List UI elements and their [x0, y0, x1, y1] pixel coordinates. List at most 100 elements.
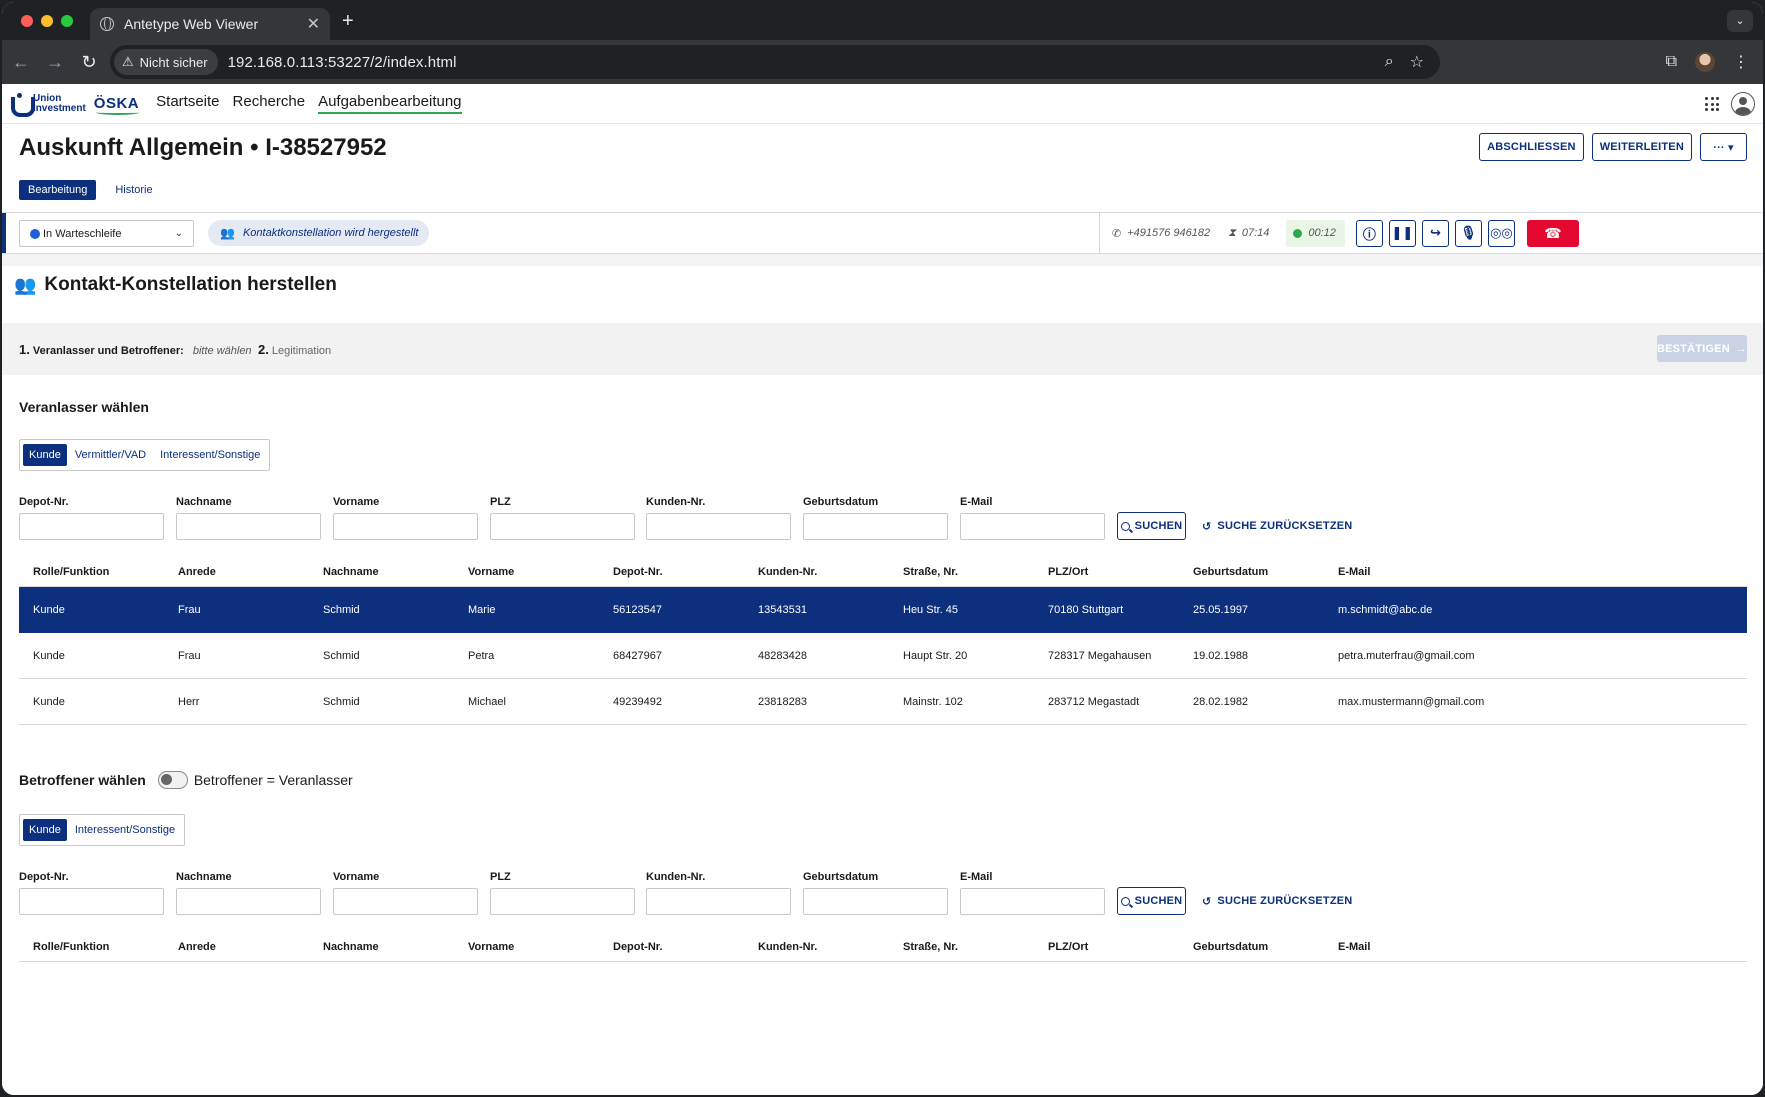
column-header[interactable]: PLZ/Ort — [1048, 940, 1089, 953]
nav-startseite[interactable]: Startseite — [156, 93, 220, 110]
apps-grid-icon[interactable] — [1705, 97, 1719, 111]
column-header[interactable]: Kunden-Nr. — [758, 940, 818, 953]
table-cell: m.schmidt@abc.de — [1338, 603, 1433, 616]
filter-label: Vorname — [333, 496, 380, 508]
plz-input[interactable] — [490, 888, 635, 915]
veranlasser-type-selector: Kunde Vermittler/VAD Interessent/Sonstig… — [19, 439, 271, 471]
forward-icon[interactable]: → — [46, 51, 64, 72]
browser-tab[interactable]: Antetype Web Viewer ✕ — [90, 8, 330, 40]
extensions-icon[interactable]: ⧉ — [1665, 53, 1677, 70]
filter-label: Geburtsdatum — [803, 496, 879, 508]
hold-button[interactable]: ❚❚ — [1388, 219, 1416, 247]
column-header[interactable]: Kunden-Nr. — [758, 565, 818, 578]
reload-icon[interactable]: ↻ — [81, 51, 97, 72]
voicemail-button[interactable]: ◎◎ — [1487, 219, 1515, 247]
filter-vorname: Vorname — [333, 871, 478, 915]
email-input[interactable] — [960, 513, 1105, 540]
nav-aufgabenbearbeitung[interactable]: Aufgabenbearbeitung — [318, 93, 462, 114]
column-header[interactable]: Rolle/Funktion — [33, 940, 110, 953]
column-header[interactable]: Straße, Nr. — [903, 940, 959, 953]
back-icon[interactable]: ← — [12, 51, 30, 72]
vorname-input[interactable] — [333, 513, 478, 540]
veranlasser-seg-interessent[interactable]: Interessent/Sonstige — [160, 449, 261, 461]
confirm-button[interactable]: BESTÄTIGEN → — [1657, 335, 1747, 362]
new-tab-button[interactable]: + — [342, 10, 354, 32]
plz-input[interactable] — [490, 513, 635, 540]
kunden-nr-input[interactable] — [646, 513, 791, 540]
tab-bearbeitung[interactable]: Bearbeitung — [19, 180, 97, 200]
column-header[interactable]: Depot-Nr. — [613, 565, 663, 578]
veranlasser-seg-kunde[interactable]: Kunde — [23, 444, 67, 466]
table-cell: Marie — [468, 603, 496, 616]
column-header[interactable]: Rolle/Funktion — [33, 565, 110, 578]
email-input[interactable] — [960, 888, 1105, 915]
column-header[interactable]: PLZ/Ort — [1048, 565, 1089, 578]
more-actions-button[interactable]: ··· ▾ — [1700, 133, 1747, 161]
oska-logo[interactable]: ÖSKA — [93, 95, 140, 115]
column-header[interactable]: Vorname — [468, 940, 515, 953]
depot-nr-input[interactable] — [19, 513, 164, 540]
browser-menu-icon[interactable]: ⋮ — [1733, 54, 1749, 71]
column-header[interactable]: Straße, Nr. — [903, 565, 959, 578]
union-investment-logo[interactable]: Union Investment — [10, 92, 86, 117]
tab-search-button[interactable]: ⌄ — [1727, 10, 1753, 32]
table-header: Rolle/Funktion Anrede Nachname Vorname D… — [19, 932, 1747, 962]
geburtsdatum-input[interactable] — [803, 513, 948, 540]
column-header[interactable]: Nachname — [323, 940, 379, 953]
search-button[interactable]: SUCHEN — [1117, 512, 1186, 540]
maximize-window-button[interactable] — [61, 15, 73, 27]
betroffener-seg-kunde[interactable]: Kunde — [23, 819, 67, 841]
column-header[interactable]: Geburtsdatum — [1193, 940, 1269, 953]
column-header[interactable]: Geburtsdatum — [1193, 565, 1269, 578]
profile-avatar[interactable] — [1695, 52, 1715, 72]
table-row[interactable]: Kunde Herr Schmid Michael 49239492 23818… — [19, 679, 1747, 725]
reset-search-button[interactable]: ↺ SUCHE ZURÜCKSETZEN — [1202, 512, 1352, 540]
transfer-button[interactable]: ↪ — [1421, 219, 1449, 247]
table-row[interactable]: Kunde Frau Schmid Petra 68427967 4828342… — [19, 633, 1747, 679]
column-header[interactable]: Anrede — [178, 565, 216, 578]
contact-status-label: Kontaktkonstellation wird hergestellt — [242, 227, 419, 239]
abschliessen-button[interactable]: ABSCHLIESSEN — [1479, 133, 1584, 161]
step-1-label: Veranlasser und Betroffener: — [32, 345, 184, 357]
step-1-number: 1. — [19, 342, 30, 357]
column-header[interactable]: E-Mail — [1338, 565, 1371, 578]
depot-nr-input[interactable] — [19, 888, 164, 915]
geburtsdatum-input[interactable] — [803, 888, 948, 915]
hangup-button[interactable]: ☎ — [1526, 219, 1579, 247]
search-button[interactable]: SUCHEN — [1117, 887, 1186, 915]
minimize-window-button[interactable] — [41, 15, 53, 27]
table-row[interactable]: Kunde Frau Schmid Marie 56123547 1354353… — [19, 587, 1747, 633]
people-icon: 👥 — [220, 226, 235, 240]
kunden-nr-input[interactable] — [646, 888, 791, 915]
vorname-input[interactable] — [333, 888, 478, 915]
tab-historie[interactable]: Historie — [115, 184, 153, 196]
column-header[interactable]: E-Mail — [1338, 940, 1371, 953]
betroffener-seg-interessent[interactable]: Interessent/Sonstige — [74, 824, 176, 836]
zoom-icon[interactable]: ⌕ — [1384, 53, 1394, 70]
mute-button[interactable]: 🎙 — [1454, 219, 1482, 247]
column-header[interactable]: Vorname — [468, 565, 515, 578]
address-bar[interactable]: ⚠ Nicht sicher 192.168.0.113:53227/2/ind… — [110, 45, 1440, 79]
column-header[interactable]: Nachname — [323, 565, 379, 578]
tab-title: Antetype Web Viewer — [124, 16, 259, 32]
column-header[interactable]: Depot-Nr. — [613, 940, 663, 953]
reset-search-button[interactable]: ↺ SUCHE ZURÜCKSETZEN — [1202, 887, 1352, 915]
betroffener-equals-veranlasser-toggle[interactable] — [157, 771, 188, 789]
weiterleiten-button[interactable]: WEITERLEITEN — [1591, 133, 1692, 161]
veranlasser-seg-vermittler[interactable]: Vermittler/VAD — [74, 449, 147, 461]
security-indicator[interactable]: ⚠ Nicht sicher — [114, 49, 218, 75]
call-status-dropdown[interactable]: In Warteschleife ⌄ — [19, 220, 194, 247]
bookmark-star-icon[interactable]: ☆ — [1409, 54, 1424, 71]
column-header[interactable]: Anrede — [178, 940, 216, 953]
nachname-input[interactable] — [176, 888, 321, 915]
close-tab-icon[interactable]: ✕ — [306, 16, 320, 33]
close-window-button[interactable] — [21, 15, 33, 27]
url-text[interactable]: 192.168.0.113:53227/2/index.html — [227, 53, 457, 71]
nav-recherche[interactable]: Recherche — [232, 93, 306, 110]
table-cell: 70180 Stuttgart — [1048, 603, 1124, 616]
info-button[interactable]: ⓘ — [1355, 219, 1383, 247]
app-root: Union Investment ÖSKA Startseite Recherch… — [2, 84, 1763, 1095]
nachname-input[interactable] — [176, 513, 321, 540]
call-status-bar: In Warteschleife ⌄ 👥 Kontaktkonstellatio… — [2, 212, 1763, 254]
user-account-icon[interactable] — [1731, 92, 1755, 116]
